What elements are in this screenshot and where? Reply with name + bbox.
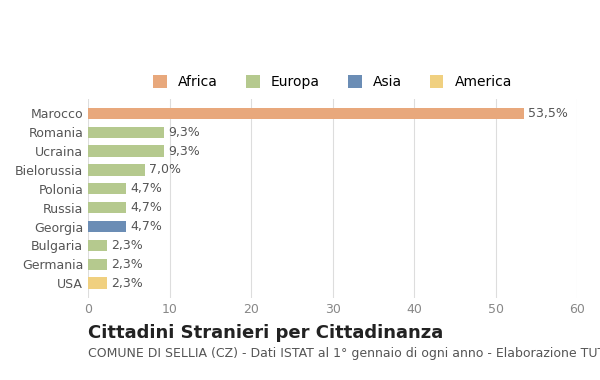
Bar [88,240,107,251]
Bar [88,164,145,176]
Bar [88,127,164,138]
Text: 53,5%: 53,5% [528,107,568,120]
Text: 4,7%: 4,7% [130,201,163,214]
Text: Cittadini Stranieri per Cittadinanza: Cittadini Stranieri per Cittadinanza [88,325,443,342]
Bar [88,183,127,195]
Text: 4,7%: 4,7% [130,220,163,233]
Bar [88,258,107,270]
Bar [88,146,164,157]
Bar [88,202,127,213]
Text: 9,3%: 9,3% [168,145,200,158]
Text: 9,3%: 9,3% [168,126,200,139]
Bar [88,277,107,289]
Text: 2,3%: 2,3% [111,258,143,271]
Bar [88,108,524,119]
Bar [88,221,127,232]
Text: COMUNE DI SELLIA (CZ) - Dati ISTAT al 1° gennaio di ogni anno - Elaborazione TUT: COMUNE DI SELLIA (CZ) - Dati ISTAT al 1°… [88,347,600,360]
Text: 2,3%: 2,3% [111,239,143,252]
Legend: Africa, Europa, Asia, America: Africa, Europa, Asia, America [148,70,517,95]
Text: 7,0%: 7,0% [149,163,181,176]
Text: 4,7%: 4,7% [130,182,163,195]
Text: 2,3%: 2,3% [111,277,143,290]
